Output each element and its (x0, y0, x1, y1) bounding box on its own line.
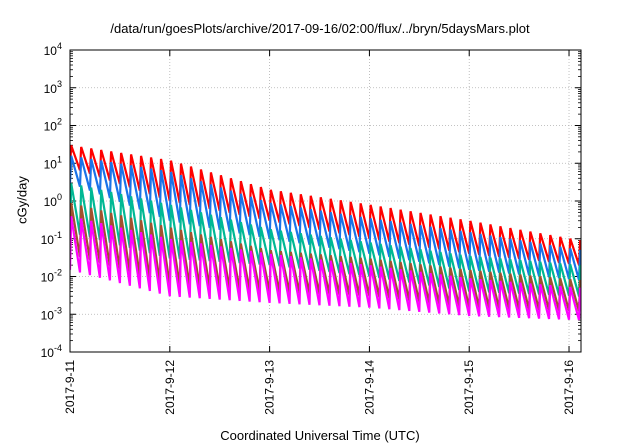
series-line-1 (70, 155, 581, 281)
y-tick-label: 10-4 (41, 343, 62, 360)
y-tick-label: 102 (44, 117, 62, 134)
series-line-0 (70, 145, 581, 266)
y-tick-label: 101 (44, 154, 62, 171)
x-tick-label: 2017-9-13 (263, 360, 277, 415)
y-tick-label: 100 (44, 192, 62, 209)
x-tick-label: 2017-9-12 (163, 360, 177, 415)
series-line-3 (70, 202, 581, 312)
x-tick-label: 2017-9-16 (562, 360, 576, 415)
x-tick-label: 2017-9-15 (462, 360, 476, 415)
series-line-4 (70, 216, 581, 321)
series-line-2 (70, 183, 581, 297)
y-tick-label: 104 (44, 41, 62, 58)
y-tick-label: 10-3 (41, 305, 62, 322)
y-tick-label: 10-2 (41, 268, 62, 285)
chart-title: /data/run/goesPlots/archive/2017-09-16/0… (110, 21, 530, 36)
x-tick-label: 2017-9-11 (63, 360, 77, 414)
x-tick-label: 2017-9-14 (362, 360, 376, 415)
plot-frame (69, 49, 582, 353)
x-axis-label: Coordinated Universal Time (UTC) (220, 428, 420, 443)
y-tick-label: 10-1 (41, 230, 62, 247)
y-tick-label: 103 (44, 79, 62, 96)
